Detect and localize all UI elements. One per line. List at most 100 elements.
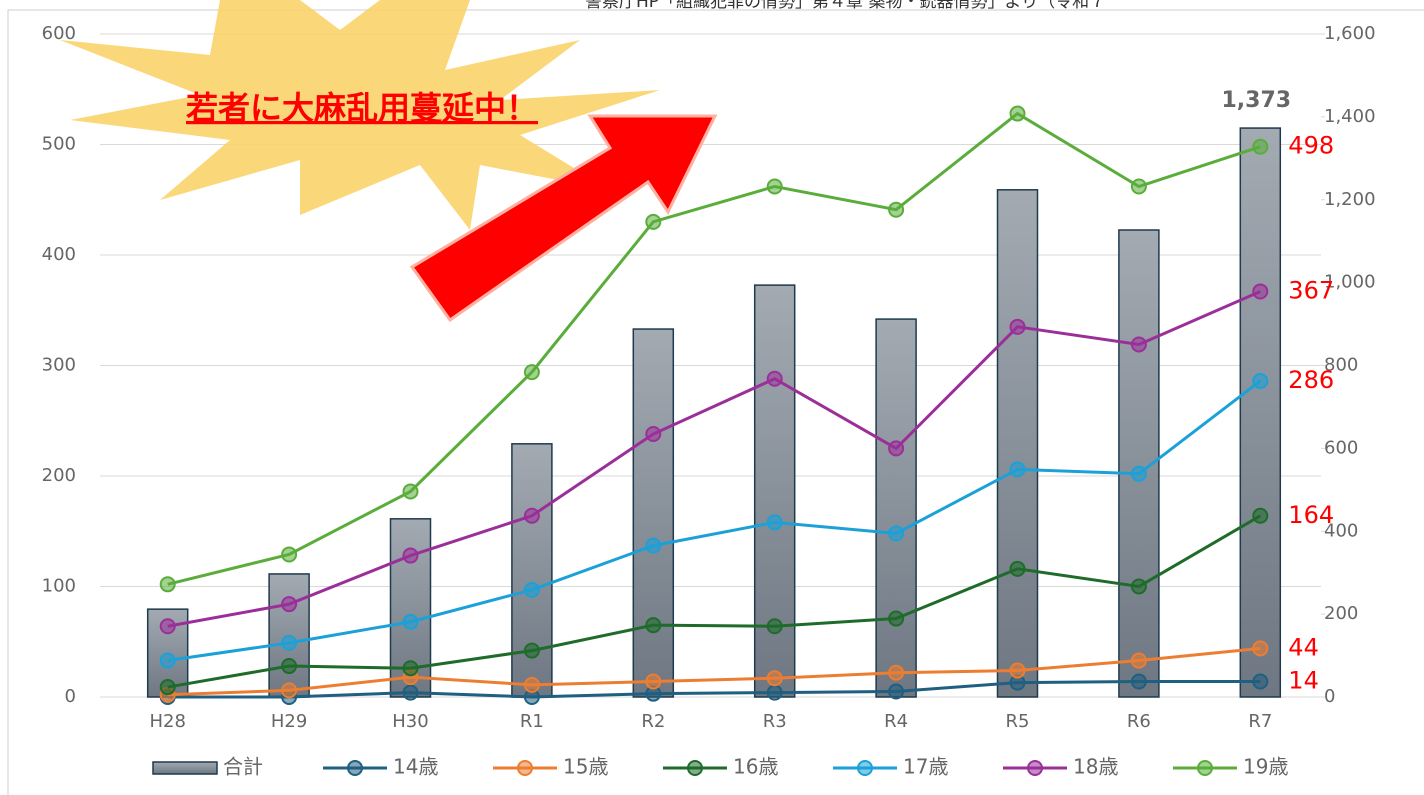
bar	[753, 284, 796, 698]
source: 警察庁HP「組織犯罪の情勢」第４章 薬物・銃器情勢」より（令和７	[585, 0, 1106, 12]
x-tick-label: R6	[1127, 711, 1151, 732]
y-tick-label: 600	[42, 23, 76, 44]
bar	[511, 443, 553, 698]
x-tick-label: R4	[884, 711, 908, 732]
annotation: 若者に大麻乱用蔓延中！	[186, 89, 538, 127]
x-tick-label: H29	[271, 711, 307, 732]
y-tick-label: 500	[42, 134, 76, 155]
point	[402, 547, 419, 564]
y2-tick-label: 1,400	[1324, 106, 1376, 127]
point	[645, 673, 662, 690]
x-tick-label: R1	[520, 711, 544, 732]
point	[1009, 560, 1026, 577]
point	[281, 634, 298, 651]
point	[402, 483, 419, 500]
bar	[996, 189, 1039, 698]
point	[888, 525, 905, 542]
legend-label: 16歳	[733, 755, 778, 779]
line	[167, 514, 1262, 689]
point	[1252, 372, 1269, 389]
point	[766, 670, 783, 687]
point	[888, 440, 905, 457]
x-tick-label: R7	[1248, 711, 1272, 732]
x-tick-label: H30	[392, 711, 428, 732]
point	[402, 660, 419, 677]
legend-label: 19歳	[1243, 755, 1288, 779]
frame	[7, 9, 1424, 795]
bar	[1239, 127, 1282, 698]
point	[1009, 318, 1026, 335]
point	[523, 642, 540, 659]
y2-tick-label: 1,600	[1324, 23, 1376, 44]
x-tick-label: R2	[641, 711, 665, 732]
point	[645, 617, 662, 634]
point	[888, 664, 905, 681]
arrow	[409, 114, 718, 323]
point	[1130, 336, 1147, 353]
point	[645, 426, 662, 443]
legend-marker	[1197, 760, 1213, 776]
point	[1252, 673, 1269, 690]
point	[402, 684, 419, 701]
legend-label: 17歳	[903, 755, 948, 779]
legend-marker	[1027, 760, 1043, 776]
point	[1130, 673, 1147, 690]
point	[402, 613, 419, 630]
y2-tick-label: 800	[1324, 355, 1358, 376]
legend-label: 15歳	[563, 755, 608, 779]
point	[1252, 138, 1269, 155]
y2-tick-label: 1,000	[1324, 272, 1376, 293]
point	[1130, 652, 1147, 669]
point	[1009, 662, 1026, 679]
value-label: 367	[1288, 276, 1334, 304]
line	[167, 290, 1261, 628]
y2-tick-label: 200	[1324, 603, 1358, 624]
point	[523, 364, 540, 381]
value-label: 14	[1288, 667, 1319, 695]
y-tick-label: 100	[42, 576, 76, 597]
point	[888, 201, 905, 218]
point	[1130, 465, 1147, 482]
y-tick-label: 400	[42, 244, 76, 265]
legend-label: 合計	[223, 755, 263, 779]
point	[281, 658, 298, 675]
y-tick-label: 0	[65, 686, 76, 707]
line	[167, 379, 1262, 663]
y2-tick-label: 400	[1324, 520, 1358, 541]
legend-swatch	[152, 761, 218, 775]
x-tick-label: R3	[763, 711, 787, 732]
bar-value-label: 1,373	[1222, 88, 1292, 113]
point	[888, 610, 905, 627]
line	[167, 646, 1261, 697]
value-label: 498	[1288, 132, 1334, 160]
line	[167, 680, 1261, 699]
legend-label: 18歳	[1073, 755, 1118, 779]
value-label: 286	[1288, 366, 1334, 394]
x-tick-label: R5	[1006, 711, 1030, 732]
point	[1252, 283, 1269, 300]
y-tick-label: 200	[42, 465, 76, 486]
point	[281, 546, 298, 563]
legend-marker	[687, 760, 703, 776]
point	[766, 370, 783, 387]
y2-tick-label: 1,200	[1324, 189, 1376, 210]
bar	[875, 318, 917, 698]
point	[523, 581, 540, 598]
point	[888, 683, 905, 700]
point	[1009, 461, 1026, 478]
point	[159, 576, 176, 593]
point	[159, 618, 176, 635]
value-label: 164	[1288, 501, 1334, 529]
point	[1252, 640, 1269, 657]
bar	[632, 328, 675, 698]
point	[645, 213, 662, 230]
point	[645, 537, 662, 554]
point	[1009, 105, 1026, 122]
y-tick-label: 300	[42, 355, 76, 376]
y2-tick-label: 0	[1324, 686, 1335, 707]
point	[159, 652, 176, 669]
point	[159, 679, 176, 696]
point	[766, 178, 783, 195]
legend-marker	[857, 760, 873, 776]
legend-label: 14歳	[393, 755, 438, 779]
